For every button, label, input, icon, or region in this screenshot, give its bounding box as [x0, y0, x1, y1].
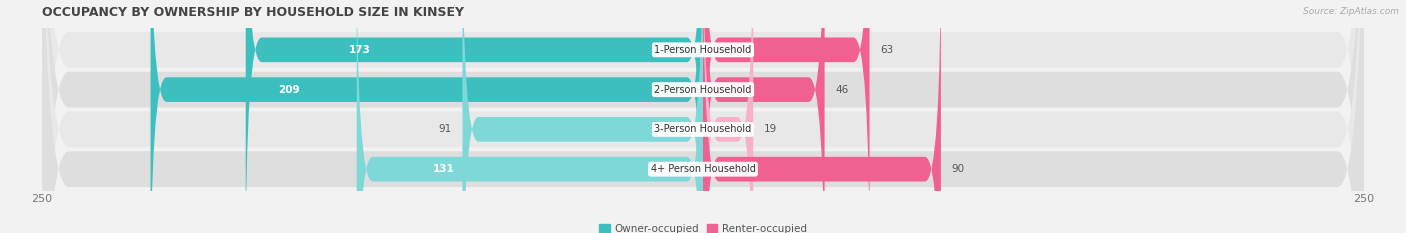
Text: 131: 131 [433, 164, 454, 174]
Text: 19: 19 [763, 124, 778, 134]
Text: 4+ Person Household: 4+ Person Household [651, 164, 755, 174]
Text: 173: 173 [349, 45, 371, 55]
FancyBboxPatch shape [703, 0, 869, 233]
Text: Source: ZipAtlas.com: Source: ZipAtlas.com [1303, 7, 1399, 16]
Text: 3-Person Household: 3-Person Household [654, 124, 752, 134]
FancyBboxPatch shape [42, 0, 1364, 233]
Text: 46: 46 [835, 85, 848, 95]
Text: 63: 63 [880, 45, 893, 55]
FancyBboxPatch shape [703, 0, 941, 233]
FancyBboxPatch shape [42, 0, 1364, 233]
Legend: Owner-occupied, Renter-occupied: Owner-occupied, Renter-occupied [595, 220, 811, 233]
Text: 2-Person Household: 2-Person Household [654, 85, 752, 95]
FancyBboxPatch shape [463, 0, 703, 233]
FancyBboxPatch shape [246, 0, 703, 233]
Text: 209: 209 [278, 85, 299, 95]
FancyBboxPatch shape [42, 0, 1364, 233]
Text: 90: 90 [952, 164, 965, 174]
FancyBboxPatch shape [42, 0, 1364, 233]
FancyBboxPatch shape [357, 0, 703, 233]
Text: 91: 91 [439, 124, 451, 134]
Text: OCCUPANCY BY OWNERSHIP BY HOUSEHOLD SIZE IN KINSEY: OCCUPANCY BY OWNERSHIP BY HOUSEHOLD SIZE… [42, 6, 464, 19]
FancyBboxPatch shape [703, 0, 824, 233]
Text: 1-Person Household: 1-Person Household [654, 45, 752, 55]
FancyBboxPatch shape [703, 0, 754, 233]
FancyBboxPatch shape [150, 0, 703, 233]
